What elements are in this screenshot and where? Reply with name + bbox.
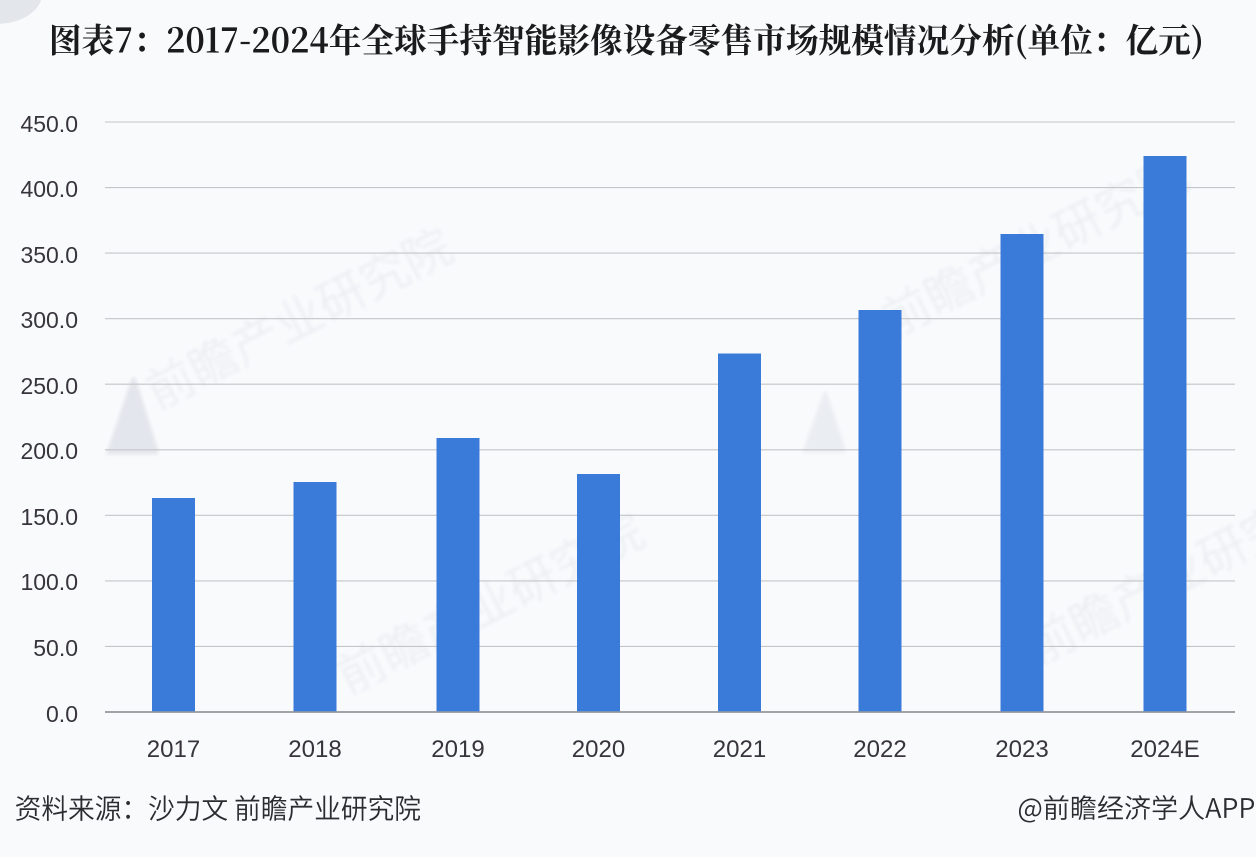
svg-text:350.0: 350.0: [20, 242, 78, 268]
svg-text:150.0: 150.0: [20, 504, 78, 530]
svg-text:2024E: 2024E: [1130, 736, 1199, 763]
svg-text:100.0: 100.0: [20, 569, 78, 595]
svg-text:250.0: 250.0: [20, 373, 78, 399]
svg-text:450.0: 450.0: [20, 111, 78, 137]
svg-text:2022: 2022: [853, 736, 906, 763]
svg-text:2019: 2019: [431, 736, 484, 763]
svg-text:200.0: 200.0: [20, 438, 78, 464]
svg-text:2023: 2023: [995, 736, 1048, 763]
svg-text:2018: 2018: [288, 736, 341, 763]
svg-text:2021: 2021: [713, 736, 766, 763]
svg-text:2020: 2020: [572, 736, 625, 763]
svg-text:300.0: 300.0: [20, 307, 78, 333]
svg-text:400.0: 400.0: [20, 176, 78, 202]
svg-text:2017: 2017: [147, 736, 200, 763]
svg-text:0.0: 0.0: [46, 701, 78, 727]
svg-text:50.0: 50.0: [33, 635, 78, 661]
